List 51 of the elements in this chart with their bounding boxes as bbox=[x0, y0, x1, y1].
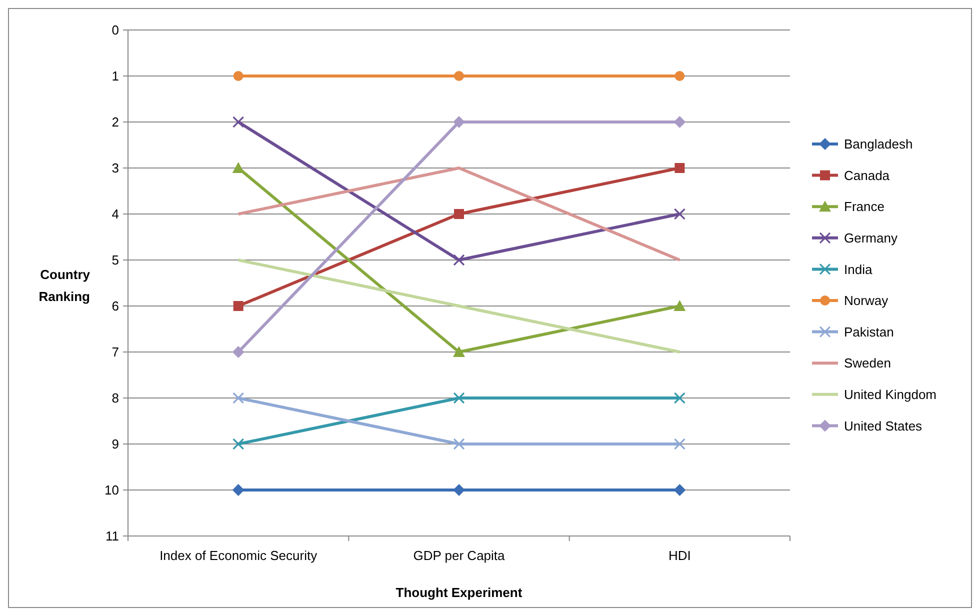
legend-label: India bbox=[844, 262, 873, 277]
point bbox=[232, 438, 244, 450]
y-tick-label: 7 bbox=[112, 344, 119, 360]
y-tick-label: 1 bbox=[112, 68, 119, 84]
point bbox=[674, 438, 686, 450]
legend-label: Germany bbox=[844, 230, 898, 246]
legend-label: United Kingdom bbox=[844, 386, 936, 402]
x-axis-title: Thought Experiment bbox=[396, 585, 523, 600]
y-axis-title: Country Ranking bbox=[38, 267, 91, 304]
point bbox=[454, 209, 464, 219]
y-tick-label: 5 bbox=[112, 252, 119, 268]
point bbox=[453, 346, 465, 357]
point bbox=[233, 71, 244, 81]
point bbox=[674, 484, 686, 496]
y-tick-label: 3 bbox=[112, 160, 119, 176]
legend-label: United States bbox=[844, 418, 923, 434]
point bbox=[454, 71, 464, 81]
point bbox=[232, 346, 244, 358]
y-tick-label: 6 bbox=[112, 298, 119, 314]
point bbox=[232, 484, 244, 496]
legend-label: Norway bbox=[844, 293, 889, 308]
point bbox=[232, 162, 244, 173]
y-tick-label: 10 bbox=[104, 482, 119, 498]
point bbox=[453, 254, 465, 266]
legend-label: Bangladesh bbox=[844, 136, 913, 152]
legend-label: Canada bbox=[844, 168, 890, 183]
point bbox=[453, 484, 465, 496]
legend-label: France bbox=[844, 199, 884, 214]
x-tick-label: GDP per Capita bbox=[413, 548, 506, 563]
legend-label: Sweden bbox=[844, 356, 891, 371]
point bbox=[674, 208, 686, 220]
y-tick-label: 4 bbox=[112, 206, 119, 222]
point bbox=[453, 392, 465, 404]
legend-label: Pakistan bbox=[844, 324, 894, 340]
point bbox=[674, 392, 686, 404]
point bbox=[453, 116, 465, 128]
x-tick-label: Index of Economic Security bbox=[160, 548, 318, 563]
point bbox=[232, 116, 244, 128]
y-tick-label: 0 bbox=[112, 22, 119, 38]
point bbox=[233, 301, 244, 311]
point bbox=[674, 116, 686, 128]
y-tick-label: 2 bbox=[112, 114, 119, 130]
y-tick-label: 11 bbox=[106, 528, 119, 544]
y-tick-label: 8 bbox=[112, 390, 119, 406]
point bbox=[674, 300, 686, 311]
point bbox=[453, 438, 465, 450]
point bbox=[674, 71, 685, 81]
point bbox=[232, 392, 244, 404]
point bbox=[674, 163, 685, 173]
y-tick-label: 9 bbox=[112, 436, 119, 452]
x-tick-label: HDI bbox=[668, 548, 691, 563]
